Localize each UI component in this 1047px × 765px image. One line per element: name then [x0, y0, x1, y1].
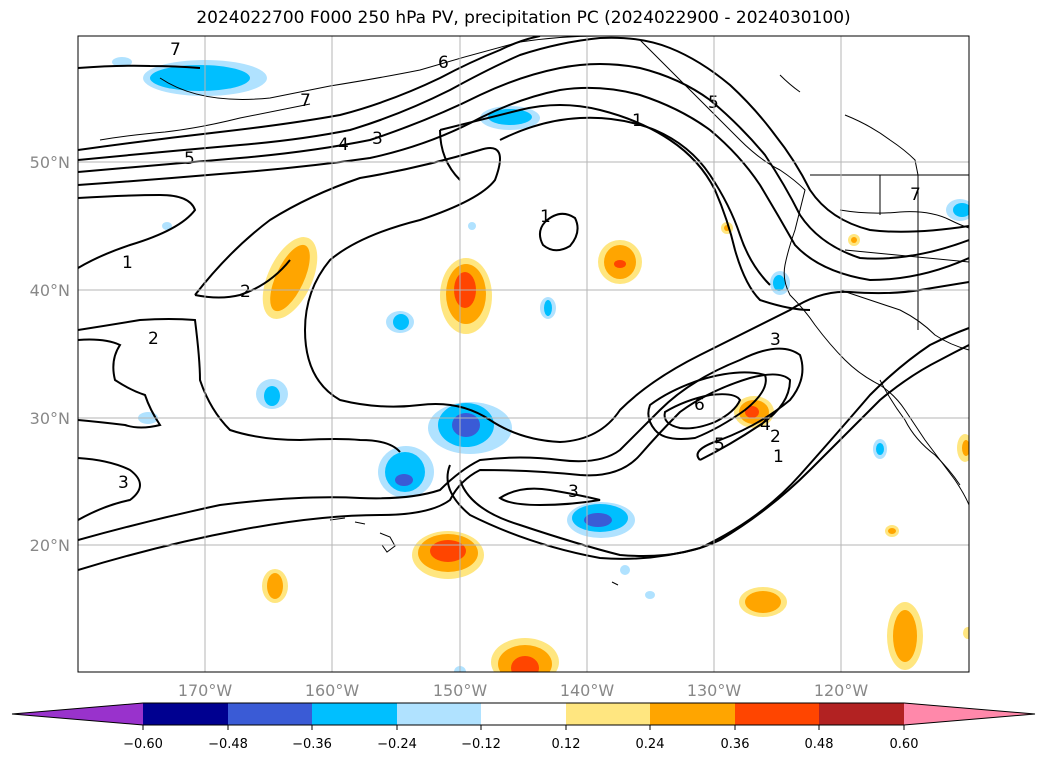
colorbar-segment	[566, 703, 650, 725]
lon-label: 130°W	[687, 681, 742, 700]
contour-label: 3	[770, 330, 781, 350]
colorbar-segment	[397, 703, 481, 725]
contour-label: 5	[714, 435, 725, 455]
colorbar-ticks	[142, 725, 905, 730]
contour-label: 6	[694, 395, 705, 415]
contour-label: 1	[122, 253, 133, 273]
colorbar-extend-min	[12, 703, 143, 725]
contour-label: 4	[760, 415, 771, 435]
contour-label: 4	[338, 135, 349, 155]
colorbar-tick-label: 0.48	[805, 737, 834, 752]
colorbar-segment	[228, 703, 312, 725]
latitude-labels: 50°N 40°N 30°N 20°N	[30, 153, 70, 555]
colorbar-tick-label: −0.48	[208, 737, 248, 752]
lon-label: 170°W	[178, 681, 233, 700]
map-title: 2024022700 F000 250 hPa PV, precipitatio…	[196, 8, 851, 28]
lat-label: 30°N	[30, 409, 70, 428]
lat-label: 20°N	[30, 536, 70, 555]
precipitation-shading	[112, 57, 969, 672]
colorbar-segment	[735, 703, 819, 725]
contour-labels: 1 1 1 1 2 2 2 3 3 3 3 4 4 5 5 5 6 6 7 7 …	[118, 40, 921, 502]
lat-label: 50°N	[30, 153, 70, 172]
contour-label: 7	[910, 185, 921, 205]
contour-label: 7	[300, 91, 311, 111]
contour-label: 1	[632, 111, 643, 131]
colorbar-tick-label: −0.36	[292, 737, 332, 752]
colorbar-tick-label: −0.60	[123, 737, 163, 752]
colorbar-tick-label: 0.60	[890, 737, 919, 752]
colorbar-tick-label: 0.12	[552, 737, 581, 752]
contour-label: 3	[372, 129, 383, 149]
colorbar-tick-label: −0.12	[461, 737, 501, 752]
colorbar-segment	[819, 703, 904, 725]
contour-label: 3	[568, 482, 579, 502]
contour-label: 1	[773, 447, 784, 467]
contour-label: 1	[540, 207, 551, 227]
lon-label: 140°W	[560, 681, 615, 700]
contour-label: 5	[708, 93, 719, 113]
contour-label: 2	[770, 427, 781, 447]
colorbar-tick-label: 0.36	[721, 737, 750, 752]
map-frame	[77, 35, 970, 673]
lon-label: 150°W	[433, 681, 488, 700]
contour-label: 2	[148, 329, 159, 349]
lon-label: 120°W	[814, 681, 869, 700]
contour-label: 5	[184, 149, 195, 169]
colorbar-segment	[312, 703, 397, 725]
colorbar-extend-max	[904, 703, 1035, 725]
colorbar-segment	[143, 703, 228, 725]
colorbar-tick-label: −0.24	[377, 737, 417, 752]
contour-label: 3	[118, 473, 129, 493]
colorbar-tick-label: 0.24	[636, 737, 665, 752]
contour-label: 7	[170, 40, 181, 60]
contour-label: 2	[240, 282, 251, 302]
longitude-labels: 170°W 160°W 150°W 140°W 130°W 120°W	[178, 681, 869, 700]
lat-label: 40°N	[30, 281, 70, 300]
colorbar-segment	[650, 703, 735, 725]
contour-label: 6	[438, 53, 449, 73]
pv-contours	[78, 36, 969, 571]
colorbar-segment	[481, 703, 566, 725]
colorbar: −0.60 −0.48 −0.36 −0.24 −0.12 0.12 0.24 …	[11, 702, 1036, 752]
gridlines	[78, 36, 969, 672]
lon-label: 160°W	[305, 681, 360, 700]
